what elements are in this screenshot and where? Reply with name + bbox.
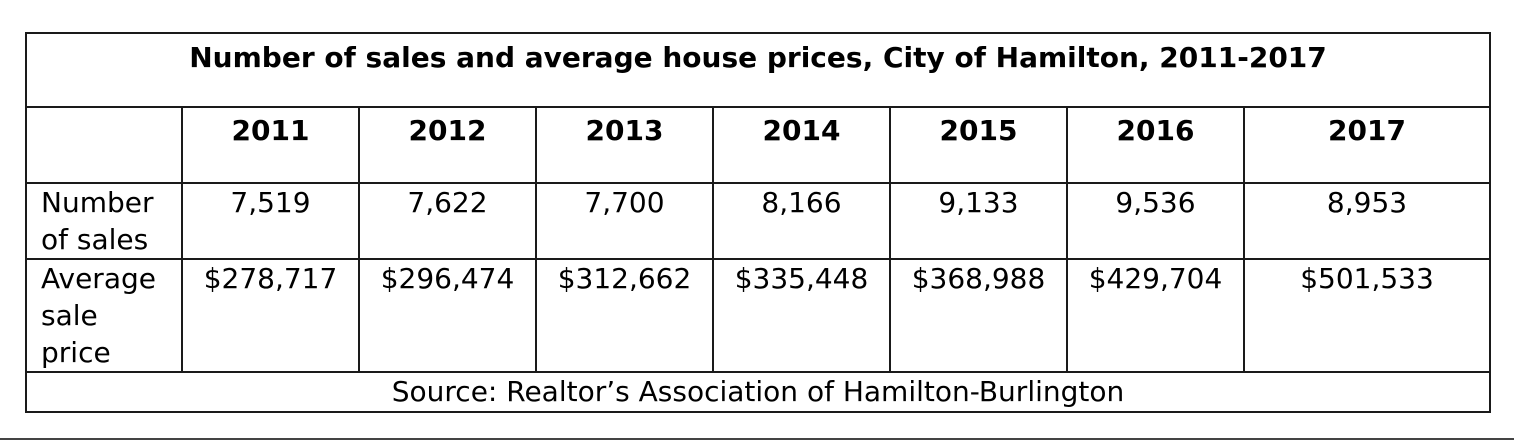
sales-value-2014: 8,166 — [712, 182, 891, 260]
year-header-2011: 2011 — [181, 106, 360, 184]
year-header-2017: 2017 — [1242, 106, 1492, 184]
table-row-average-sale-price: Average sale price $278,717 $296,474 $31… — [25, 258, 1492, 373]
sales-value-2016: 9,536 — [1066, 182, 1245, 260]
sales-value-2017: 8,953 — [1242, 182, 1492, 260]
year-header-2013: 2013 — [535, 106, 714, 184]
price-value-2013: $312,662 — [535, 258, 714, 373]
row-label-average-sale-price: Average sale price — [25, 258, 183, 373]
source-note: Source: Realtor’s Association of Hamilto… — [24, 371, 1492, 413]
sales-value-2012: 7,622 — [358, 182, 537, 260]
page-divider — [0, 438, 1514, 440]
year-header-2012: 2012 — [358, 106, 537, 184]
price-value-2014: $335,448 — [712, 258, 891, 373]
price-value-2012: $296,474 — [358, 258, 537, 373]
year-header-2015: 2015 — [889, 106, 1068, 184]
sales-value-2011: 7,519 — [181, 182, 360, 260]
price-value-2011: $278,717 — [181, 258, 360, 373]
header-row: 2011 2012 2013 2014 2015 2016 2017 — [25, 106, 1492, 184]
row-label-number-of-sales: Number of sales — [25, 182, 183, 260]
year-header-2014: 2014 — [712, 106, 891, 184]
price-value-2017: $501,533 — [1242, 258, 1492, 373]
header-empty-cell — [25, 106, 183, 184]
price-value-2015: $368,988 — [889, 258, 1068, 373]
sales-value-2015: 9,133 — [889, 182, 1068, 260]
table-row-number-of-sales: Number of sales 7,519 7,622 7,700 8,166 … — [25, 182, 1492, 260]
table-title: Number of sales and average house prices… — [24, 32, 1492, 108]
sales-table: Number of sales and average house prices… — [24, 32, 1492, 413]
year-header-2016: 2016 — [1066, 106, 1245, 184]
price-value-2016: $429,704 — [1066, 258, 1245, 373]
sales-value-2013: 7,700 — [535, 182, 714, 260]
